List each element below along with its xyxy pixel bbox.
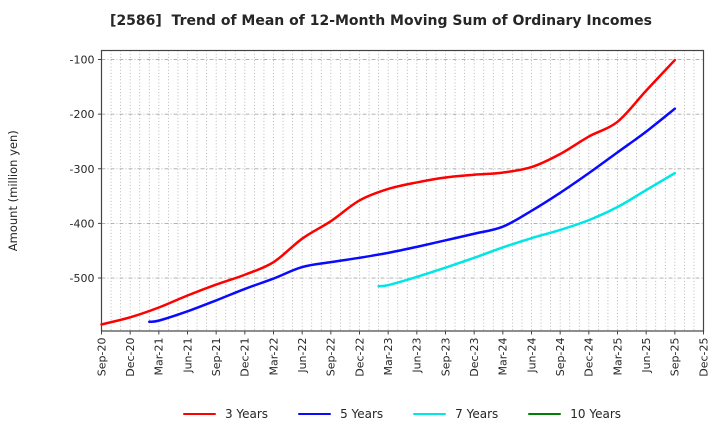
legend-label: 10 Years [570,407,622,421]
x-tick-label: Mar-21 [153,338,166,376]
x-tick-label: Mar-23 [382,338,395,376]
x-tick-label: Sep-24 [554,338,567,377]
series-line-5-years [148,107,677,323]
x-tick-label: Mar-24 [497,337,510,375]
x-tick-label: Dec-22 [353,338,366,377]
legend-swatch [528,412,562,416]
x-tick-label: Mar-22 [267,338,280,376]
x-tick-label: Sep-20 [95,338,108,377]
legend-label: 7 Years [455,407,499,421]
y-tick-label: -100 [70,54,95,67]
y-tick-label: -200 [70,108,95,121]
series-line-7-years [377,171,677,288]
chart-title: [2586] Trend of Mean of 12-Month Moving … [110,13,652,29]
legend: 3 Years 5 Years 7 Years 10 Years [101,403,703,425]
legend-label: 5 Years [340,407,384,421]
x-tick-label: Sep-22 [325,338,338,377]
legend-item-3-years: 3 Years [182,407,269,421]
y-axis-label: Amount (million yen) [6,130,20,251]
x-tick-label: Sep-25 [669,338,682,377]
x-tick-label: Sep-23 [439,338,452,377]
legend-item-5-years: 5 Years [298,408,383,420]
legend-swatch [413,412,447,416]
x-tick-label: Dec-20 [124,338,137,377]
x-tick-label: Jun-25 [640,338,653,374]
legend-item-7-years: 7 Years [413,408,498,420]
x-tick-label: Dec-23 [468,338,481,377]
x-tick-label: Jun-23 [411,338,424,374]
x-tick-label: Dec-25 [697,338,710,377]
x-tick-label: Mar-25 [611,338,624,376]
series-line-3-years [100,58,677,326]
x-tick-label: Jun-22 [296,338,309,374]
legend-label: 3 Years [224,407,269,421]
y-tick-label: -300 [70,163,95,176]
x-tick-label: Sep-21 [210,338,223,377]
y-tick-label: -400 [70,217,95,230]
legend-item-10-years: 10 Years [528,408,621,420]
y-tick-label: -500 [70,272,95,285]
plot-border [100,49,705,332]
legend-swatch [298,412,332,416]
legend-swatch [182,412,216,416]
x-tick-label: Dec-24 [583,338,596,377]
x-tick-label: Dec-21 [239,338,252,377]
x-tick-label: Jun-21 [181,338,194,374]
x-tick-label: Jun-24 [525,338,538,374]
